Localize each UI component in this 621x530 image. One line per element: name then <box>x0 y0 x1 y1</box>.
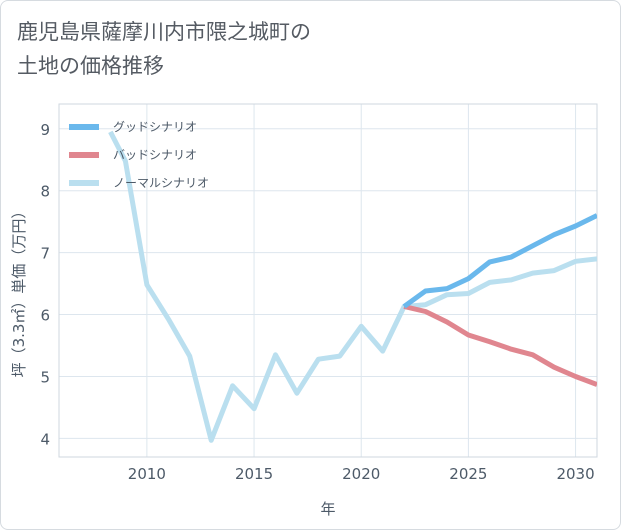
plot-frame <box>58 103 598 458</box>
y-tick-label: 5 <box>40 368 50 386</box>
x-tick-label: 2030 <box>556 465 594 483</box>
x-axis-label: 年 <box>320 500 335 518</box>
y-tick-label: 7 <box>40 245 50 263</box>
y-tick-label: 8 <box>40 183 50 201</box>
x-tick-label: 2020 <box>342 465 380 483</box>
chart-title-line-2: 土地の価格推移 <box>17 54 164 78</box>
tick-labels: 2010 2015 2020 2025 2030 4 5 6 7 8 9 <box>40 121 594 483</box>
series-layer <box>108 130 597 443</box>
legend-label-0: グッドシナリオ <box>113 120 197 134</box>
x-tick-label: 2010 <box>128 465 166 483</box>
series-line-1 <box>403 304 597 387</box>
y-tick-label: 4 <box>40 430 50 448</box>
series-line-0 <box>402 213 597 309</box>
legend-label-1: バッドシナリオ <box>113 148 197 162</box>
x-tick-label: 2025 <box>449 465 487 483</box>
y-tick-label: 9 <box>40 121 50 139</box>
series-line-2 <box>108 130 597 443</box>
y-axis-label: 坪（3.3㎡）単価（万円） <box>10 204 28 378</box>
x-tick-label: 2015 <box>235 465 273 483</box>
y-tick-label: 6 <box>40 307 50 325</box>
chart-title-line-1: 鹿児島県薩摩川内市隈之城町の <box>17 20 311 44</box>
legend-label-2: ノーマルシナリオ <box>113 176 209 190</box>
chart-title: 鹿児島県薩摩川内市隈之城町の 土地の価格推移 <box>17 15 311 83</box>
